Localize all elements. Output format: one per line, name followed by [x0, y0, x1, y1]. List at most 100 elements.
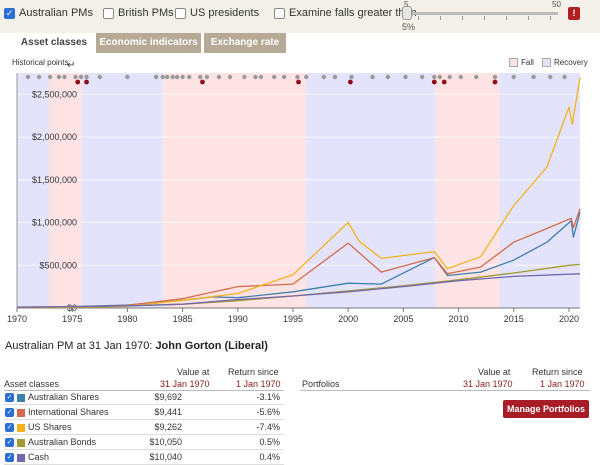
portfolio-return-header: Return since [532, 367, 583, 377]
historical-point [125, 74, 130, 80]
historical-point [562, 74, 567, 80]
asset-checkbox[interactable]: ✓ [5, 408, 14, 417]
historical-point [295, 74, 300, 80]
british-pms-label: British PMs [118, 7, 174, 19]
table-divider [300, 390, 590, 391]
historical-point [547, 74, 553, 80]
historical-point [187, 74, 192, 80]
x-tick-label: 2010 [449, 314, 469, 324]
historical-point [304, 74, 309, 80]
asset-checkbox[interactable]: ✓ [5, 453, 14, 462]
historical-points-label: Historical points [12, 58, 69, 67]
y-tick-label: $2,000,000 [32, 132, 77, 142]
asset-row: ✓ Cash $10,040 0.4% [4, 451, 284, 465]
historical-point [385, 74, 391, 80]
asset-color-swatch [17, 409, 25, 417]
series-line-cash [16, 273, 581, 308]
recovery-band [82, 73, 163, 308]
asset-name: US Shares [28, 422, 72, 432]
tab-exchange-rate[interactable]: Exchange rate [204, 33, 286, 53]
highlighted-historical-point [431, 79, 437, 85]
australian-pms-checkbox[interactable]: ✓ [4, 8, 15, 19]
asset-name: Australian Shares [28, 392, 100, 402]
alert-icon[interactable]: ! [568, 7, 580, 20]
slider-value-label: 5% [402, 22, 416, 32]
highlighted-historical-point [200, 79, 205, 85]
historical-point [258, 74, 264, 80]
historical-point [216, 74, 222, 80]
historical-point [204, 74, 210, 80]
asset-return-date: 1 Jan 1970 [236, 379, 281, 389]
asset-color-swatch [17, 439, 25, 447]
historical-point [153, 74, 159, 80]
historical-point [492, 74, 498, 80]
highlighted-historical-point [84, 79, 89, 85]
highlighted-historical-point [441, 79, 447, 85]
x-tick-label: 1975 [62, 314, 82, 324]
slider-tick [528, 16, 529, 20]
recovery-legend-swatch [542, 58, 551, 67]
asset-growth-chart[interactable]: $0$500,000$1,000,000$1,500,000$2,000,000… [0, 68, 600, 330]
portfolio-return-date: 1 Jan 1970 [540, 379, 585, 389]
portfolio-value-header: Value at [478, 367, 511, 377]
highlighted-historical-point [296, 79, 301, 85]
historical-point [164, 74, 170, 80]
historical-point [36, 74, 42, 80]
asset-name: Cash [28, 452, 50, 462]
asset-checkbox[interactable]: ✓ [5, 393, 14, 402]
asset-value-header: Value at [177, 367, 210, 377]
recovery-legend-label: Recovery [554, 58, 588, 67]
highlighted-historical-point [347, 79, 353, 85]
historical-point [403, 74, 408, 80]
historical-point [458, 74, 463, 80]
x-tick-label: 2020 [559, 314, 579, 324]
asset-value: $9,262 [154, 422, 182, 432]
historical-point [332, 74, 338, 80]
slider-handle[interactable] [402, 6, 412, 20]
historical-point [242, 74, 247, 80]
asset-name: International Shares [28, 407, 109, 417]
historical-point [180, 74, 185, 80]
slider-max-label: 50 [552, 0, 561, 9]
historical-point [160, 74, 165, 80]
arrow-down-icon: ↵ [67, 60, 76, 71]
x-tick-label: 2015 [504, 314, 524, 324]
asset-return-header: Return since [228, 367, 279, 377]
x-tick-label: 1995 [283, 314, 303, 324]
asset-checkbox[interactable]: ✓ [5, 423, 14, 432]
examine-falls-label: Examine falls greater than [289, 7, 417, 19]
british-pms-checkbox[interactable] [103, 8, 114, 19]
tab-economic-indicators[interactable]: Economic indicators [96, 33, 201, 53]
historical-point [97, 74, 102, 80]
slider-min-label: 5 [404, 0, 409, 9]
asset-checkbox[interactable]: ✓ [5, 438, 14, 447]
portfolios-header: Portfolios [302, 379, 340, 389]
examine-falls-checkbox[interactable] [274, 8, 285, 19]
asset-color-swatch [17, 424, 25, 432]
historical-point [281, 74, 287, 80]
historical-point [78, 74, 84, 80]
x-tick-label: 2005 [393, 314, 413, 324]
asset-name: Australian Bonds [28, 437, 97, 447]
asset-row: ✓ Australian Bonds $10,050 0.5% [4, 436, 284, 450]
historical-point [370, 74, 375, 80]
historical-point [25, 74, 31, 80]
historical-point [474, 74, 479, 80]
asset-return: 0.5% [259, 437, 280, 447]
historical-point [419, 74, 425, 80]
falls-threshold-slider[interactable] [405, 12, 558, 15]
tab-asset-classes[interactable]: Asset classes [15, 33, 93, 53]
asset-row: ✓ US Shares $9,262 -7.4% [4, 421, 284, 435]
historical-point [437, 74, 443, 80]
slider-tick [418, 16, 419, 20]
us-presidents-checkbox[interactable] [175, 8, 186, 19]
historical-point [73, 74, 78, 80]
fall-band [49, 73, 83, 308]
asset-value: $9,692 [154, 392, 182, 402]
top-controls-bar [0, 0, 600, 33]
x-tick-label: 1980 [117, 314, 137, 324]
australian-pms-label: Australian PMs [19, 7, 93, 19]
manage-portfolios-button[interactable]: Manage Portfolios [503, 400, 589, 418]
series-line-us-shares [16, 77, 581, 308]
historical-point [174, 74, 180, 80]
